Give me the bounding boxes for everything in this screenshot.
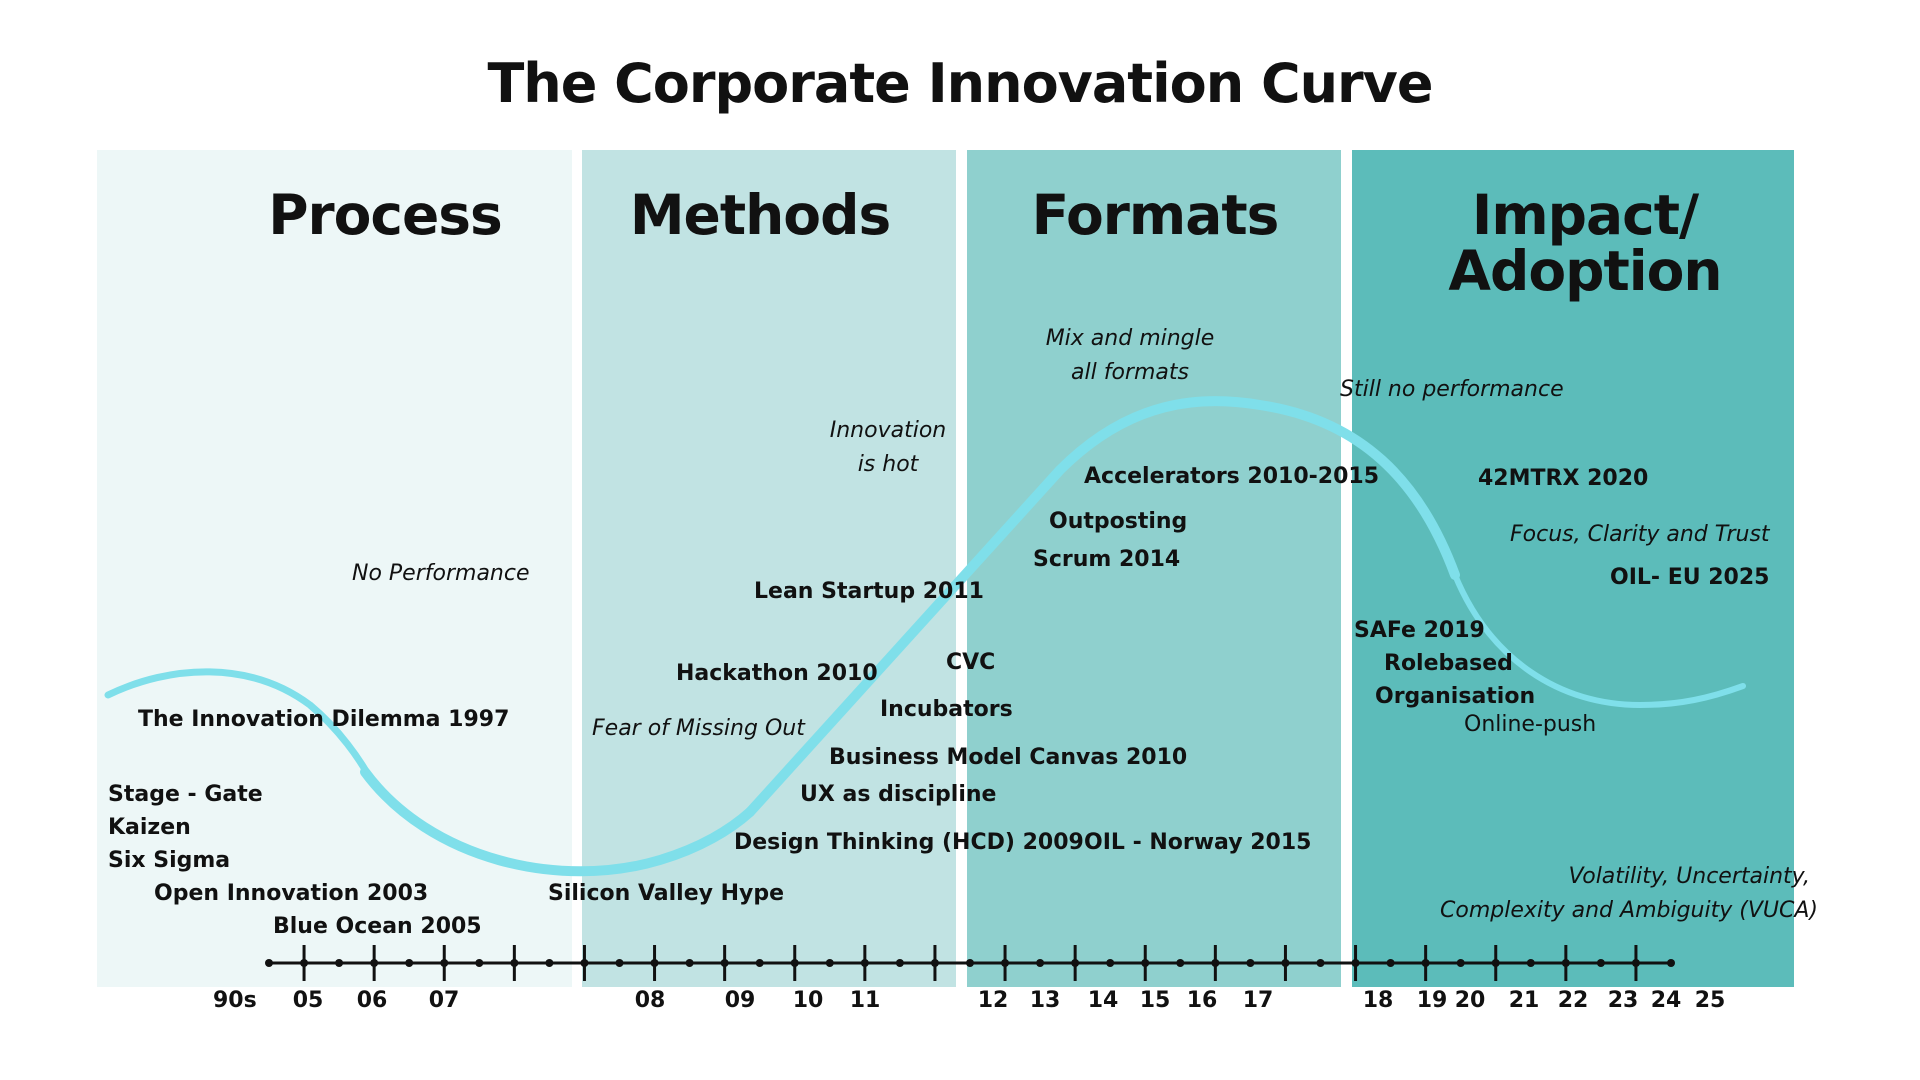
timeline-dot: [825, 959, 834, 967]
timeline-label: 21: [1508, 988, 1540, 1013]
timeline-dot: [265, 959, 273, 967]
phase-panel-impact: [1352, 150, 1794, 987]
annotation-vuca: Volatility, Uncertainty, Complexity and …: [1440, 860, 1818, 928]
milestone-42mtrx: 42MTRX 2020: [1478, 466, 1649, 491]
annotation-fear-of-missing-out: Fear of Missing Out: [592, 716, 805, 741]
timeline-label: 07: [428, 988, 460, 1013]
timeline-label: 15: [1139, 988, 1171, 1013]
timeline-label: 90s: [213, 988, 257, 1013]
timeline-label: 20: [1454, 988, 1486, 1013]
timeline-dot: [1176, 959, 1185, 967]
innovation-curve: [104, 668, 374, 782]
chart-title: The Corporate Innovation Curve: [487, 52, 1433, 115]
timeline-dot: [895, 959, 904, 967]
milestone-kaizen: Kaizen: [108, 815, 191, 840]
timeline-dot: [1667, 959, 1675, 967]
milestone-silicon-valley-hype: Silicon Valley Hype: [548, 881, 785, 906]
timeline-dot: [1596, 959, 1605, 967]
innovation-curve: [745, 396, 1460, 817]
timeline-dot: [685, 959, 694, 967]
annotation-mix-line1: Mix and mingle: [1045, 326, 1215, 351]
milestone-incubators: Incubators: [880, 697, 1013, 722]
milestone-organisation: Organisation: [1375, 684, 1536, 709]
milestone-stage-gate: Stage - Gate: [108, 782, 263, 807]
timeline-axis: [265, 945, 1675, 981]
timeline-label: 08: [634, 988, 666, 1013]
timeline-dot: [1456, 959, 1465, 967]
milestone-outposting: Outposting: [1049, 509, 1188, 534]
milestone-oil-norway: OIL - Norway 2015: [1084, 830, 1312, 855]
annotation-innovation-is-hot: Innovation is hot: [818, 414, 958, 482]
phase-panel-process: [97, 150, 572, 987]
phase-heading-impact: Impact/ Adoption: [1440, 187, 1730, 299]
timeline-label: 12: [977, 988, 1009, 1013]
timeline-dot: [1036, 959, 1045, 967]
milestone-lean-startup: Lean Startup 2011: [754, 579, 984, 604]
timeline-label: 24: [1650, 988, 1682, 1013]
timeline-label: 13: [1029, 988, 1061, 1013]
timeline-dot: [405, 959, 414, 967]
annotation-vuca-line1: Volatility, Uncertainty,: [1568, 864, 1810, 889]
milestone-oil-eu: OIL- EU 2025: [1610, 565, 1770, 590]
timeline-label: 19: [1416, 988, 1448, 1013]
milestone-blue-ocean: Blue Ocean 2005: [273, 914, 482, 939]
annotation-innovation-line1: Innovation: [829, 418, 947, 443]
phase-heading-formats: Formats: [1031, 183, 1280, 247]
milestone-design-thinking: Design Thinking (HCD) 2009: [734, 830, 1084, 855]
annotation-innovation-line2: is hot: [857, 452, 919, 477]
timeline-dot: [755, 959, 764, 967]
timeline-label: 05: [292, 988, 324, 1013]
milestone-rolebased: Rolebased: [1384, 651, 1513, 676]
innovation-curve: [1452, 572, 1746, 709]
annotation-still-no-performance: Still no performance: [1340, 377, 1564, 402]
phase-heading-process: Process: [268, 183, 503, 247]
milestone-cvc: CVC: [946, 650, 996, 675]
phase-heading-impact-line1: Impact/: [1471, 183, 1699, 247]
timeline-dot: [475, 959, 484, 967]
timeline-label: 18: [1362, 988, 1394, 1013]
timeline-dot: [1386, 959, 1395, 967]
phase-heading-impact-line2: Adoption: [1448, 239, 1722, 303]
timeline-label: 06: [356, 988, 388, 1013]
timeline-label: 16: [1186, 988, 1218, 1013]
milestone-hackathon: Hackathon 2010: [676, 661, 878, 686]
annotation-mix-line2: all formats: [1071, 360, 1189, 385]
milestone-business-model-canvas: Business Model Canvas 2010: [829, 745, 1188, 770]
phase-panel-methods: [582, 150, 956, 987]
annotation-no-performance: No Performance: [352, 561, 530, 586]
timeline-dot: [1316, 959, 1325, 967]
milestone-online-push: Online-push: [1464, 712, 1597, 737]
timeline-dot: [335, 959, 344, 967]
timeline-dot: [1106, 959, 1115, 967]
timeline-dot: [545, 959, 554, 967]
timeline-dot: [615, 959, 624, 967]
annotation-vuca-line2: Complexity and Ambiguity (VUCA): [1440, 898, 1818, 923]
phase-heading-methods: Methods: [629, 183, 891, 247]
timeline-label: 11: [849, 988, 881, 1013]
milestone-ux-as-discipline: UX as discipline: [800, 782, 997, 807]
annotation-focus-clarity-trust: Focus, Clarity and Trust: [1510, 522, 1770, 547]
milestone-innovation-dilemma: The Innovation Dilemma 1997: [138, 707, 510, 732]
timeline-dot: [1526, 959, 1535, 967]
timeline-label: 23: [1607, 988, 1639, 1013]
milestone-accelerators: Accelerators 2010-2015: [1084, 464, 1380, 489]
timeline-label: 10: [792, 988, 824, 1013]
milestone-open-innovation: Open Innovation 2003: [154, 881, 429, 906]
annotation-mix-and-mingle: Mix and mingle all formats: [1040, 322, 1220, 390]
timeline-label: 22: [1557, 988, 1589, 1013]
timeline-label: 25: [1694, 988, 1726, 1013]
timeline-label: 09: [724, 988, 756, 1013]
milestone-six-sigma: Six Sigma: [108, 848, 231, 873]
timeline-label: 17: [1242, 988, 1274, 1013]
timeline-dot: [1246, 959, 1255, 967]
timeline-label: 14: [1087, 988, 1119, 1013]
innovation-curve: [360, 767, 755, 877]
timeline-dot: [966, 959, 974, 967]
milestone-safe: SAFe 2019: [1354, 618, 1485, 643]
milestone-scrum: Scrum 2014: [1033, 547, 1181, 572]
phase-panel-formats: [967, 150, 1341, 987]
